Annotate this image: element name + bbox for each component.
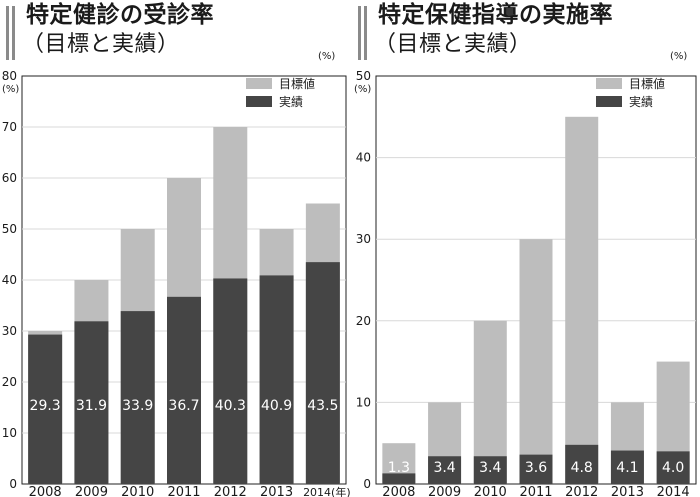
chart-subtitle: （目標と実績）: [374, 32, 532, 57]
y-tick-label: 40: [356, 151, 371, 165]
y-tick-label: 20: [2, 375, 17, 389]
chart-subtitle: （目標と実績）: [22, 32, 180, 57]
chart-title: 特定保健指導の実施率: [378, 2, 613, 28]
data-label: 36.7: [168, 398, 199, 414]
y-tick-label: 80: [2, 69, 17, 83]
y-tick-label: 0: [9, 477, 17, 491]
y-tick-label: 40: [2, 273, 17, 287]
x-tick-label: 2009: [428, 485, 461, 497]
legend-label: 目標値: [629, 76, 665, 91]
legend-swatch: [246, 78, 272, 89]
bar-chart-checkup: 0 10 20 30 40 50 60 70 80(%) 29.3 2008 31.9 2009 33.9…: [2, 69, 351, 497]
unit-label-top-right: (%): [670, 51, 688, 62]
bar-chart-guidance: 0 10 20 30 40 50(%) 1.3 2008 3.4 2009 3.4 2010 3.6 20…: [354, 69, 697, 497]
data-label: 4.1: [616, 460, 638, 476]
bar-target: [565, 116, 599, 485]
y-tick-label: 0: [363, 477, 371, 491]
bar-actual: [473, 456, 507, 484]
data-label: 40.3: [215, 398, 246, 414]
x-tick-label: 2011: [167, 485, 200, 497]
bar-actual: [519, 454, 553, 484]
data-label: 3.4: [479, 460, 501, 476]
y-axis-unit: (%): [354, 84, 371, 95]
data-label: 31.9: [76, 398, 107, 414]
x-tick-label: 2009: [75, 485, 108, 497]
x-tick-label: 2012: [214, 485, 247, 497]
y-tick-label: 30: [2, 324, 17, 338]
bar-actual: [28, 334, 63, 484]
data-label: 4.0: [662, 460, 684, 476]
title-accent-bars: [358, 6, 370, 60]
chart-title: 特定健診の受診率: [26, 2, 214, 28]
bar-actual: [428, 456, 462, 484]
legend-swatch: [246, 96, 272, 107]
bar-actual: [565, 444, 599, 484]
data-label: 43.5: [307, 398, 338, 414]
bar-actual: [213, 278, 248, 484]
data-label: 3.6: [525, 460, 547, 476]
x-tick-label: 2012: [565, 485, 598, 497]
unit-label-top-right: (%): [318, 51, 336, 62]
bar-actual: [120, 311, 155, 484]
bar-target: [519, 239, 553, 484]
y-axis-unit: (%): [2, 84, 19, 95]
x-tick-label: 2014(年): [303, 485, 351, 497]
y-tick-label: 50: [2, 222, 17, 236]
data-label: 1.3: [388, 460, 410, 476]
legend-label: 実績: [279, 94, 303, 109]
bar-actual: [305, 262, 340, 484]
x-tick-label: 2011: [519, 485, 552, 497]
bar-actual: [167, 296, 201, 484]
chart-panel-checkup-rate: 特定健診の受診率 （目標と実績） (%) 0 10 20 30 40 50 60 70 80 (%…: [2, 2, 351, 497]
panel-divider: [350, 0, 352, 497]
x-tick-label: 2013: [260, 485, 293, 497]
bar-actual: [74, 321, 109, 484]
data-label: 33.9: [122, 398, 153, 414]
x-tick-label: 2013: [611, 485, 644, 497]
x-tick-label: 2008: [382, 485, 415, 497]
y-tick-label: 50: [356, 69, 371, 83]
legend-swatch: [596, 96, 622, 107]
y-tick-label: 30: [356, 232, 371, 246]
x-tick-label: 2010: [474, 485, 507, 497]
bar-actual: [259, 275, 294, 484]
bar-actual: [656, 451, 690, 484]
data-label: 29.3: [30, 398, 61, 414]
data-label: 3.4: [433, 460, 455, 476]
legend-label: 実績: [629, 94, 653, 109]
x-tick-label: 2014: [657, 485, 690, 497]
bar-actual: [382, 473, 416, 484]
title-accent-bars: [6, 6, 18, 60]
y-tick-label: 70: [2, 120, 17, 134]
y-tick-label: 20: [356, 314, 371, 328]
legend-label: 目標値: [279, 76, 315, 91]
data-label: 40.9: [261, 398, 292, 414]
data-label: 4.8: [571, 460, 593, 476]
y-tick-label: 60: [2, 171, 17, 185]
y-tick-label: 10: [2, 426, 17, 440]
x-tick-label: 2008: [29, 485, 62, 497]
x-tick-label: 2010: [121, 485, 154, 497]
chart-panel-guidance-rate: 特定保健指導の実施率 （目標と実績） (%) 0 10 20 30 40 50 (%) 1.3…: [352, 0, 700, 497]
legend-swatch: [596, 78, 622, 89]
y-tick-label: 10: [356, 395, 371, 409]
bar-actual: [610, 450, 644, 484]
